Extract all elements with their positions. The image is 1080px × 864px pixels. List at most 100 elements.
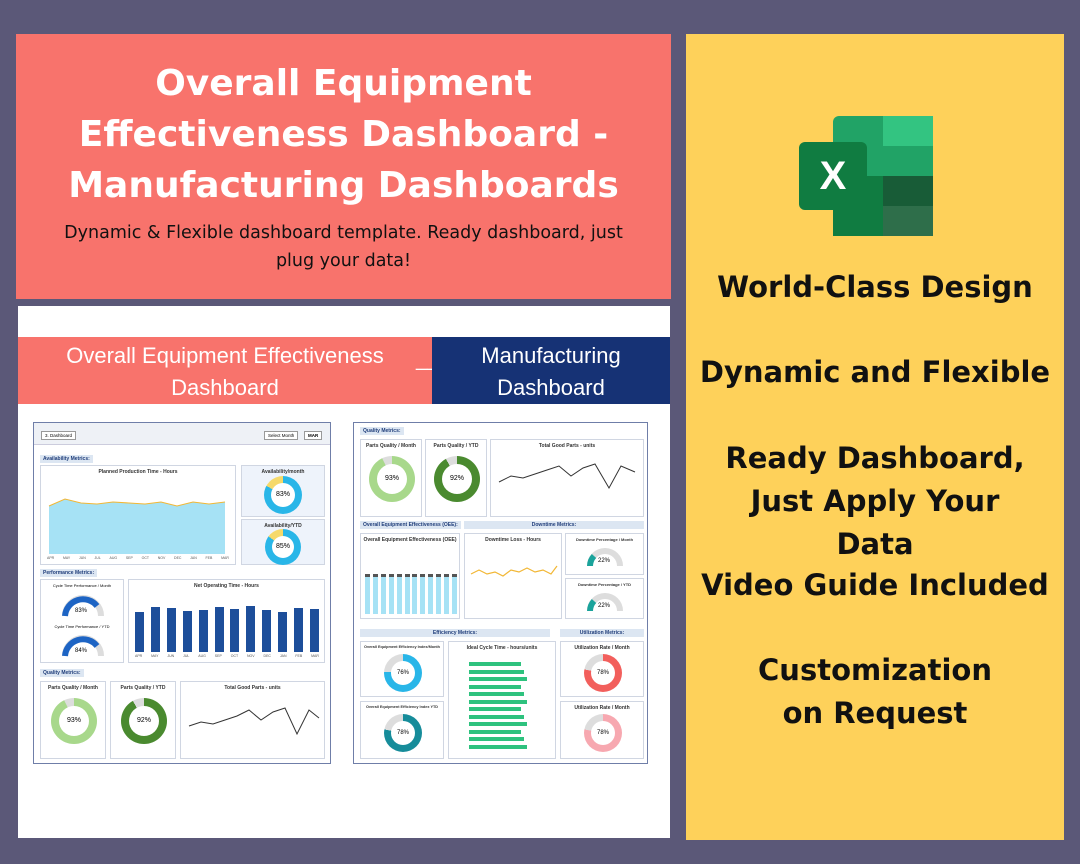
banner-subtitle: Dynamic & Flexible dashboard template. R…: [64, 223, 623, 271]
rq-ytd-title: Parts Quality / YTD: [433, 443, 479, 449]
ideal-bar: [469, 707, 521, 711]
downtime-label: Downtime Metrics:: [464, 521, 644, 529]
oee-bars: [365, 560, 457, 614]
month-tick: FEB: [205, 556, 213, 560]
month-tick: DEC: [263, 654, 271, 658]
utilization-ytd-panel: Utilization Rate / Month 78%: [560, 701, 644, 759]
downtime-month-value: 22%: [598, 558, 611, 564]
ideal-bar: [469, 714, 524, 719]
title-banner: Overall Equipment Effectiveness Dashboar…: [16, 34, 671, 299]
net-bar: [262, 610, 272, 652]
availability-month-value: 83%: [271, 483, 295, 507]
rq-ytd-value: 92%: [442, 464, 472, 494]
downtime-month-gauge: [587, 548, 623, 567]
month-tick: AUG: [109, 556, 118, 560]
preview-header-left: Overall Equipment Effectiveness Dashboar…: [18, 337, 432, 404]
planned-production-panel: Planned Production Time - Hours APR MAY JU…: [40, 465, 236, 565]
net-operating-bars: [135, 602, 319, 652]
oee-bar: [451, 574, 457, 614]
availability-ytd-panel: Availability/YTD 85%: [241, 519, 325, 565]
oee-bar: [444, 574, 450, 614]
net-operating-title: Net Operating Time - Hours: [194, 583, 259, 589]
net-bar: [166, 608, 176, 652]
downtime-ytd-gauge: [587, 593, 623, 612]
oee-index-month-panel: Overall Equipment Efficiency Index/Month…: [360, 641, 444, 697]
downtime-month-panel: Downtime Percentage / Month 22%: [565, 533, 644, 575]
dashboard-tab[interactable]: 3. Dashboard: [41, 431, 77, 440]
oee-bar: [388, 574, 394, 614]
month-tick: APR: [47, 556, 55, 560]
month-tick: SEP: [214, 654, 222, 658]
select-month-value[interactable]: MAR: [304, 431, 323, 440]
month-tick: JAN: [190, 556, 197, 560]
month-tick: MAR: [221, 556, 229, 560]
rq-month-title: Parts Quality / Month: [365, 443, 416, 449]
downtime-loss-line: [470, 565, 558, 577]
oee-index-ytd-panel: Overall Equipment Efficiency Index YTD 7…: [360, 701, 444, 759]
rq-total-good-title: Total Good Parts - units: [538, 443, 596, 449]
ideal-bar: [469, 744, 527, 749]
ideal-bar: [469, 729, 521, 734]
oee-index-month-value: 76%: [391, 661, 415, 685]
month-tick: AUG: [198, 654, 206, 658]
parts-quality-month-panel: Parts Quality / Month 93%: [40, 681, 106, 759]
oee-chart-panel: Overall Equipment Effectiveness (OEE): [360, 533, 460, 619]
utilization-ytd-title: Utilization Rate / Month: [574, 705, 630, 711]
net-bar: [150, 607, 160, 652]
dashboard-preview: Overall Equipment Effectiveness Dashboar…: [18, 306, 670, 838]
month-tick: JAN: [279, 654, 287, 658]
ideal-bar: [469, 677, 527, 681]
cycle-ytd-title: Cycle Time Performance / YTD: [54, 624, 110, 629]
parts-quality-month-value: 93%: [59, 706, 89, 736]
net-bar: [230, 609, 240, 652]
net-bar: [309, 609, 319, 652]
oee-bar: [420, 574, 426, 614]
mini-toolbar: [34, 423, 330, 445]
month-tick: JUL: [183, 654, 190, 658]
cycle-month-title: Cycle Time Performance / Month: [52, 583, 112, 588]
parts-quality-ytd-panel: Parts Quality / YTD 92%: [110, 681, 176, 759]
cycle-ytd-gauge: [62, 635, 104, 657]
downtime-ytd-value: 22%: [598, 603, 611, 609]
oee-index-ytd-title: Overall Equipment Efficiency Index YTD: [365, 705, 439, 709]
oee-bar: [365, 574, 370, 614]
oee-index-ytd-donut: 78%: [384, 714, 422, 752]
availability-ytd-title: Availability/YTD: [264, 523, 302, 529]
feature-world-class: World-Class Design: [717, 270, 1033, 304]
availability-month-donut: 83%: [264, 476, 302, 514]
oee-index-month-donut: 76%: [384, 654, 422, 692]
month-tick: OCT: [141, 556, 149, 560]
parts-quality-ytd-title: Parts Quality / YTD: [120, 685, 166, 691]
oee-bar: [372, 574, 378, 614]
month-tick: MAR: [311, 654, 319, 658]
month-tick: MAY: [62, 556, 71, 560]
month-tick: SEP: [125, 556, 133, 560]
mini-dashboard-left: 3. Dashboard Select Month MAR Availabili…: [33, 422, 331, 764]
efficiency-label: Efficiency Metrics:: [360, 629, 550, 637]
utilization-month-panel: Utilization Rate / Month 78%: [560, 641, 644, 697]
availability-ytd-donut: 85%: [265, 529, 301, 565]
rq-ytd-panel: Parts Quality / YTD 92%: [425, 439, 487, 517]
utilization-ytd-value: 78%: [591, 721, 615, 745]
utilization-ytd-donut: 78%: [584, 714, 622, 752]
preview-header: Overall Equipment Effectiveness Dashboar…: [18, 337, 670, 404]
total-good-parts-title-left: Total Good Parts - units: [224, 685, 281, 691]
month-tick: NOV: [157, 556, 166, 560]
downtime-loss-title: Downtime Loss - Hours: [485, 537, 541, 543]
feature-video-guide: Video Guide Included: [701, 568, 1049, 602]
utilization-label: Utilization Metrics:: [560, 629, 644, 637]
ideal-bar: [469, 699, 527, 704]
downtime-ytd-panel: Downtime Percentage / YTD 22%: [565, 578, 644, 619]
planned-month-axis: APR MAY JUN JUL AUG SEP OCT NOV DEC JAN FEB MAR: [47, 556, 229, 560]
net-operating-panel: Net Operating Time - Hours APR MAY JUN JUL A…: [128, 579, 325, 663]
month-tick: APR: [135, 654, 143, 658]
preview-header-right: Manufacturing Dashboard: [432, 337, 670, 404]
ideal-cycle-title: Ideal Cycle Time - hours/units: [466, 645, 538, 651]
net-bar: [198, 610, 208, 652]
ideal-bar: [469, 722, 527, 726]
rq-month-donut: 93%: [369, 456, 415, 502]
month-tick: JUN: [167, 654, 175, 658]
feature-customization: Customization on Request: [758, 653, 992, 730]
select-month-button[interactable]: Select Month: [264, 431, 299, 440]
ideal-cycle-panel: Ideal Cycle Time - hours/units: [448, 641, 556, 759]
